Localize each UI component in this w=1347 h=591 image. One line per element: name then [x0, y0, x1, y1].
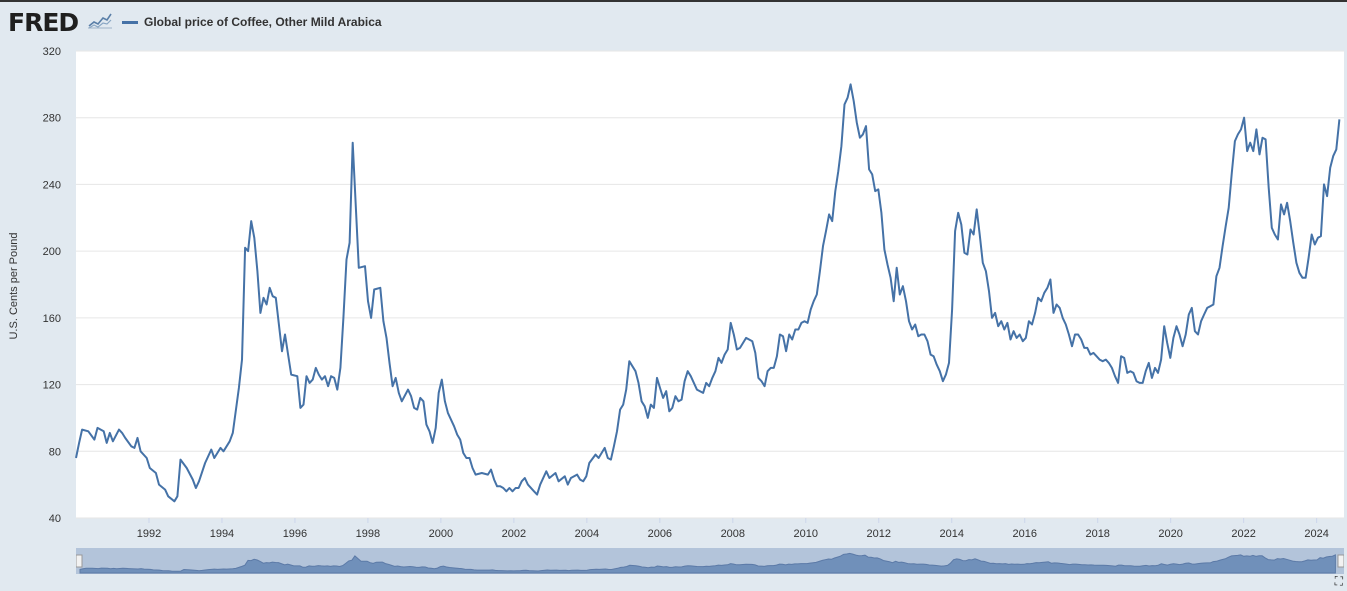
x-tick-label: 2012	[867, 528, 891, 540]
x-tick-label: 2020	[1158, 528, 1182, 540]
fred-logo[interactable]: FRED	[8, 8, 79, 37]
x-tick-label: 2004	[575, 528, 599, 540]
y-tick-label: 280	[43, 113, 61, 125]
x-tick-label: 2024	[1304, 528, 1328, 540]
y-tick-label: 240	[43, 179, 61, 191]
x-tick-label: 2002	[502, 528, 526, 540]
chart-header: FRED Global price of Coffee, Other Mild …	[0, 2, 1347, 46]
fullscreen-icon[interactable]: ⛶	[1334, 574, 1343, 588]
top-border	[0, 0, 1347, 2]
range-navigator[interactable]	[75, 548, 1345, 574]
x-tick-label: 1996	[283, 528, 307, 540]
x-tick-label: 2008	[721, 528, 745, 540]
legend[interactable]: Global price of Coffee, Other Mild Arabi…	[122, 15, 382, 29]
x-tick-label: 2010	[794, 528, 818, 540]
x-tick-label: 1998	[356, 528, 380, 540]
y-tick-label: 160	[43, 313, 61, 325]
x-tick-label: 2006	[648, 528, 672, 540]
x-tick-label: 2000	[429, 528, 453, 540]
series-line	[75, 83, 1341, 503]
y-tick-label: 80	[49, 446, 61, 458]
y-tick-label: 320	[43, 46, 61, 58]
x-tick-label: 1994	[210, 528, 234, 540]
x-tick-label: 2018	[1085, 528, 1109, 540]
plot-area	[76, 51, 1344, 518]
y-tick-label: 120	[43, 380, 61, 392]
navigator-sparkline[interactable]	[75, 548, 1345, 574]
x-tick-label: 2022	[1231, 528, 1255, 540]
fred-logo-graph-icon	[88, 11, 112, 31]
navigator-area	[79, 552, 1336, 574]
y-tick-label: 40	[49, 513, 61, 525]
navigator-handle-left	[75, 554, 83, 568]
legend-swatch	[122, 20, 138, 24]
legend-label: Global price of Coffee, Other Mild Arabi…	[144, 15, 382, 29]
navigator-handle-right	[1337, 554, 1345, 568]
y-tick-label: 200	[43, 246, 61, 258]
x-tick-label: 1992	[137, 528, 161, 540]
x-tick-label: 2016	[1012, 528, 1036, 540]
x-tick-label: 2014	[939, 528, 963, 540]
